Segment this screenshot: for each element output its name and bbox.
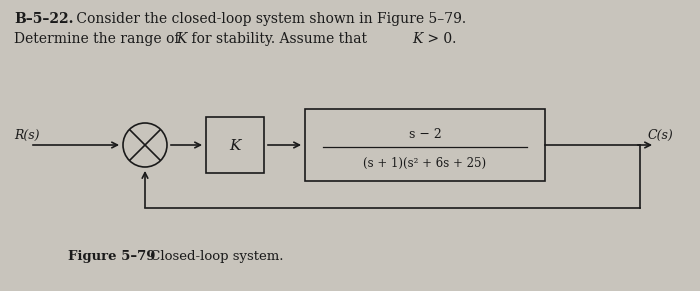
- Text: Determine the range of: Determine the range of: [14, 32, 184, 46]
- Text: Figure 5–79: Figure 5–79: [68, 250, 155, 263]
- Bar: [206, 117, 264, 173]
- Text: R(s): R(s): [14, 129, 39, 142]
- Text: K: K: [412, 32, 422, 46]
- Text: C(s): C(s): [648, 129, 673, 142]
- Text: K: K: [176, 32, 186, 46]
- Text: > 0.: > 0.: [423, 32, 456, 46]
- Text: s − 2: s − 2: [409, 129, 442, 141]
- Text: K: K: [230, 139, 241, 153]
- Text: B–5–22.: B–5–22.: [14, 12, 74, 26]
- Text: Closed-loop system.: Closed-loop system.: [146, 250, 284, 263]
- Text: (s + 1)(s² + 6s + 25): (s + 1)(s² + 6s + 25): [363, 157, 486, 169]
- Text: for stability. Assume that: for stability. Assume that: [187, 32, 372, 46]
- Text: Consider the closed-loop system shown in Figure 5–79.: Consider the closed-loop system shown in…: [72, 12, 466, 26]
- Bar: [305, 109, 545, 181]
